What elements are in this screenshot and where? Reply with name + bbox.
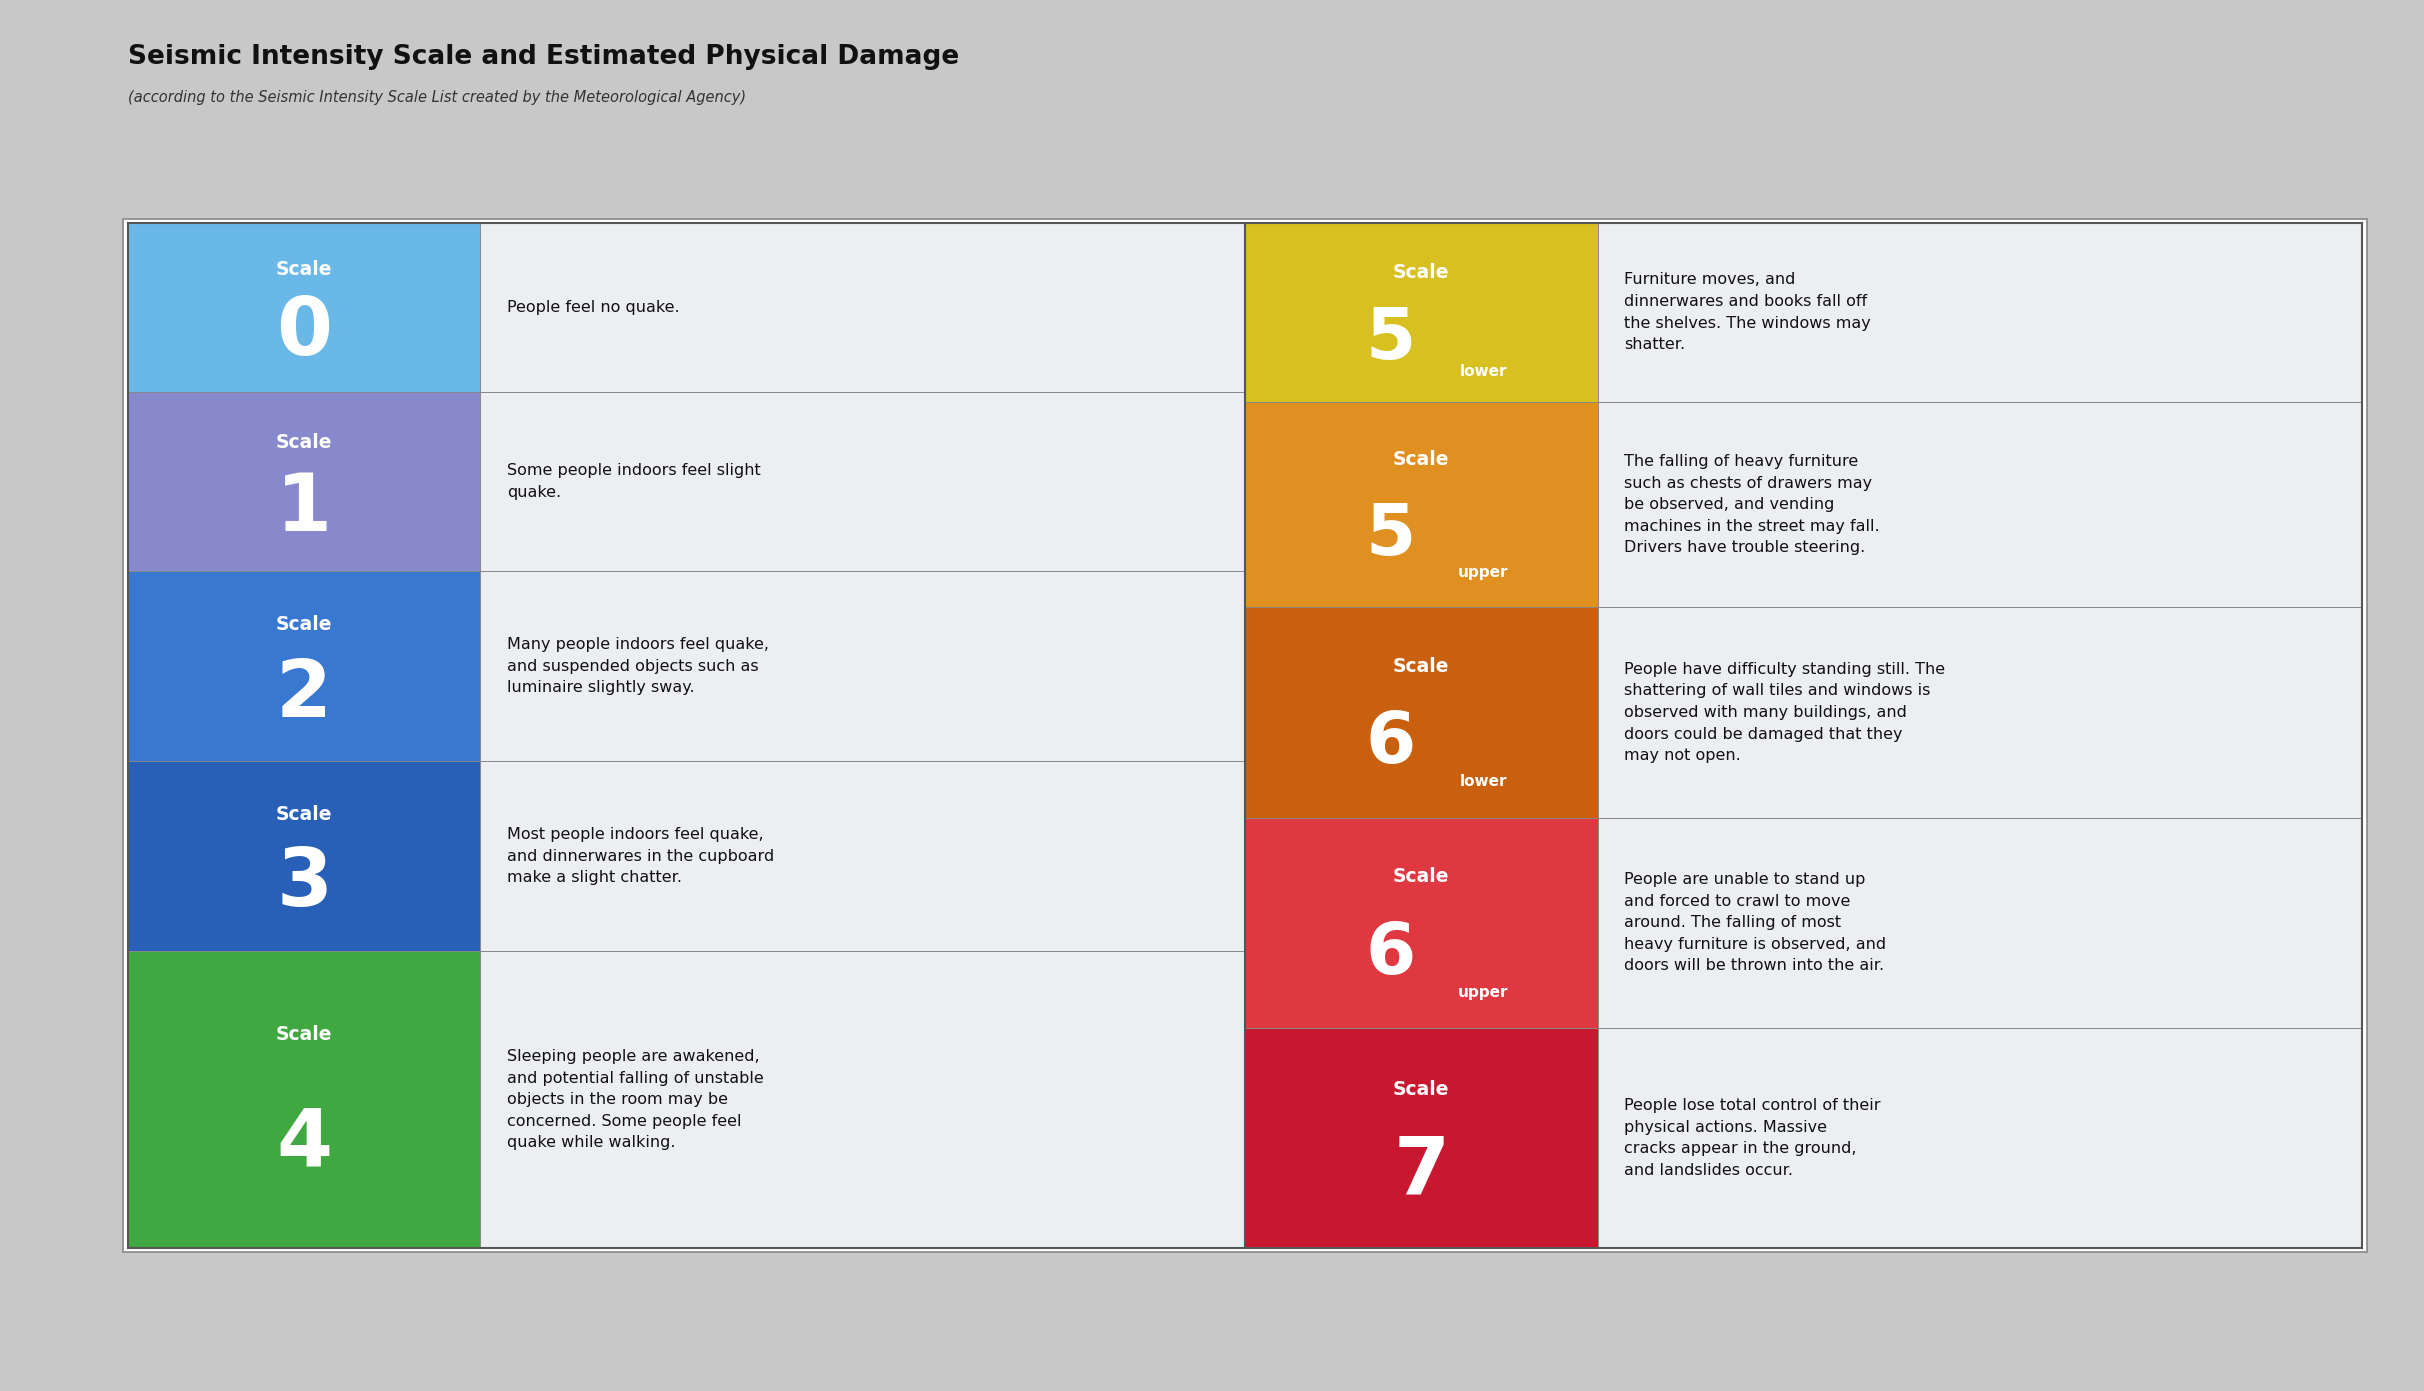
Text: 2: 2: [276, 655, 332, 733]
Bar: [128, 572, 480, 761]
Text: Scale: Scale: [276, 433, 332, 452]
Text: 3: 3: [276, 846, 332, 924]
Bar: [1597, 818, 2363, 1028]
Text: 6: 6: [1365, 709, 1416, 779]
Text: 0: 0: [276, 294, 332, 371]
Text: People have difficulty standing still. The
shattering of wall tiles and windows : People have difficulty standing still. T…: [1624, 662, 1944, 764]
Text: Sleeping people are awakened,
and potential falling of unstable
objects in the r: Sleeping people are awakened, and potent…: [507, 1049, 764, 1150]
Text: 5: 5: [1365, 501, 1416, 570]
Bar: [124, 218, 2366, 1252]
Bar: [128, 761, 480, 951]
Bar: [480, 392, 1246, 572]
Bar: [128, 951, 480, 1249]
Bar: [1246, 1028, 1597, 1249]
Text: Scale: Scale: [1394, 1081, 1450, 1099]
Text: Scale: Scale: [1394, 867, 1450, 886]
Text: Scale: Scale: [276, 1025, 332, 1043]
Bar: [128, 392, 480, 572]
Text: 4: 4: [276, 1106, 332, 1184]
Text: People are unable to stand up
and forced to crawl to move
around. The falling of: People are unable to stand up and forced…: [1624, 872, 1886, 974]
Bar: [1246, 818, 1597, 1028]
Text: Some people indoors feel slight
quake.: Some people indoors feel slight quake.: [507, 463, 761, 499]
Text: 1: 1: [276, 470, 332, 548]
Text: Scale: Scale: [276, 615, 332, 634]
Text: Scale: Scale: [276, 805, 332, 823]
Bar: [480, 572, 1246, 761]
Text: lower: lower: [1459, 775, 1508, 789]
Bar: [1597, 608, 2363, 818]
Bar: [1597, 402, 2363, 608]
Text: The falling of heavy furniture
such as chests of drawers may
be observed, and ve: The falling of heavy furniture such as c…: [1624, 453, 1879, 555]
Text: 5: 5: [1365, 305, 1416, 374]
Text: (according to the Seismic Intensity Scale List created by the Meteorological Age: (according to the Seismic Intensity Scal…: [128, 90, 747, 106]
Text: Scale: Scale: [1394, 263, 1450, 282]
Text: lower: lower: [1459, 364, 1508, 380]
Bar: [128, 223, 480, 392]
Text: 7: 7: [1394, 1132, 1450, 1210]
Text: People feel no quake.: People feel no quake.: [507, 299, 679, 314]
Bar: [1246, 223, 1597, 402]
Bar: [480, 761, 1246, 951]
Text: upper: upper: [1457, 985, 1508, 1000]
Bar: [480, 223, 1246, 392]
Text: Many people indoors feel quake,
and suspended objects such as
luminaire slightly: Many people indoors feel quake, and susp…: [507, 637, 768, 696]
Text: 6: 6: [1365, 919, 1416, 989]
Bar: [480, 951, 1246, 1249]
Bar: [128, 223, 2363, 1249]
Text: Seismic Intensity Scale and Estimated Physical Damage: Seismic Intensity Scale and Estimated Ph…: [128, 43, 960, 70]
Text: People lose total control of their
physical actions. Massive
cracks appear in th: People lose total control of their physi…: [1624, 1099, 1881, 1178]
Bar: [1246, 608, 1597, 818]
Bar: [1246, 402, 1597, 608]
Text: Scale: Scale: [1394, 657, 1450, 676]
Text: Scale: Scale: [276, 260, 332, 280]
Text: Scale: Scale: [1394, 451, 1450, 469]
Text: Furniture moves, and
dinnerwares and books fall off
the shelves. The windows may: Furniture moves, and dinnerwares and boo…: [1624, 273, 1871, 352]
Text: upper: upper: [1457, 565, 1508, 580]
Bar: [1597, 223, 2363, 402]
Bar: [1597, 1028, 2363, 1249]
Text: Most people indoors feel quake,
and dinnerwares in the cupboard
make a slight ch: Most people indoors feel quake, and dinn…: [507, 826, 773, 885]
